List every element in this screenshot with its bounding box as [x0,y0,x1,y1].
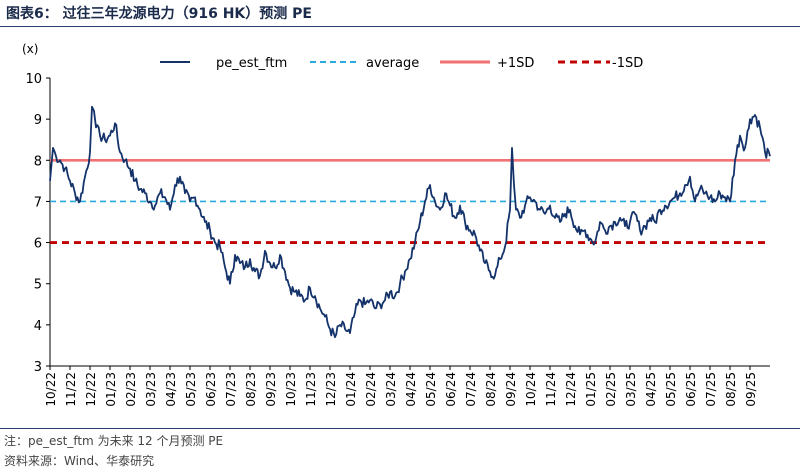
x-tick-label: 09/23 [264,372,278,407]
series-layer [49,105,771,339]
x-tick-label: 05/24 [424,372,438,407]
x-tick-label: 05/23 [184,372,198,407]
x-tick-label: 12/22 [84,372,98,407]
x-tick-label: 10/23 [284,372,298,407]
y-tick-label: 9 [34,113,42,128]
reference-lines [50,158,770,244]
y-tick-label: 8 [34,154,42,169]
x-tick-label: 02/23 [124,372,138,407]
x-tick-label: 04/25 [644,372,658,407]
x-tick-label: 07/25 [704,372,718,407]
x-tick-label: 10/22 [44,372,58,407]
x-tick-label: 02/25 [604,372,618,407]
x-tick-label: 12/24 [564,372,578,407]
x-tick-label: 01/24 [344,372,358,407]
y-tick-label: 3 [34,360,42,375]
y-tick-label: 6 [34,237,42,252]
x-tick-label: 06/23 [204,372,218,407]
source-note: 资料来源：Wind、华泰研究 [4,454,155,468]
x-tick-label: 08/25 [724,372,738,407]
series-line-pe-est-ftm [49,105,771,339]
x-tick-label: 09/24 [504,372,518,407]
y-tick-label: 4 [34,319,42,334]
x-tick-label: 11/23 [304,372,318,407]
legend-label-plus-1sd: +1SD [497,56,534,71]
x-tick-label: 07/24 [464,372,478,407]
footnote: 注：pe_est_ftm 为未来 12 个月预测 PE [4,434,224,448]
legend-label-pe-est-ftm: pe_est_ftm [216,56,287,71]
x-tick-label: 05/25 [664,372,678,407]
legend-label-average: average [366,56,419,71]
legend: pe_est_ftm average +1SD -1SD [160,56,643,71]
x-tick-label: 04/24 [404,372,418,407]
x-tick-label: 11/24 [544,372,558,407]
x-tick-label: 03/25 [624,372,638,407]
y-axis: 3 4 5 6 7 8 9 10 [25,72,51,375]
x-tick-label: 02/24 [364,372,378,407]
x-tick-label: 11/22 [64,372,78,407]
x-tick-label: 01/25 [584,372,598,407]
x-tick-label: 01/23 [104,372,118,407]
y-tick-label: 5 [34,278,42,293]
x-tick-label: 07/23 [224,372,238,407]
title-divider [0,26,800,27]
chart-title: 图表6： 过往三年龙源电力（916 HK）预测 PE [6,6,312,22]
legend-label-minus-1sd: -1SD [612,56,643,71]
x-tick-label: 03/24 [384,372,398,407]
x-tick-label: 09/25 [744,372,758,407]
x-tick-label: 03/23 [144,372,158,407]
y-tick-label: 10 [25,72,42,87]
y-tick-label: 7 [34,195,42,210]
x-tick-label: 12/23 [324,372,338,407]
footer-divider [0,428,800,429]
x-tick-label: 06/24 [444,372,458,407]
y-axis-unit-label: (x) [22,42,38,56]
chart-svg: pe_est_ftm average +1SD -1SD (x) 3 4 5 6 7 8 9… [22,42,771,407]
x-tick-label: 08/24 [484,372,498,407]
x-tick-label: 10/24 [524,372,538,407]
x-tick-label: 04/23 [164,372,178,407]
x-axis: 10/22 11/22 12/22 01/23 02/23 03/23 04/23 05/23… [44,365,770,407]
x-tick-label: 06/25 [684,372,698,407]
x-tick-label: 08/23 [244,372,258,407]
